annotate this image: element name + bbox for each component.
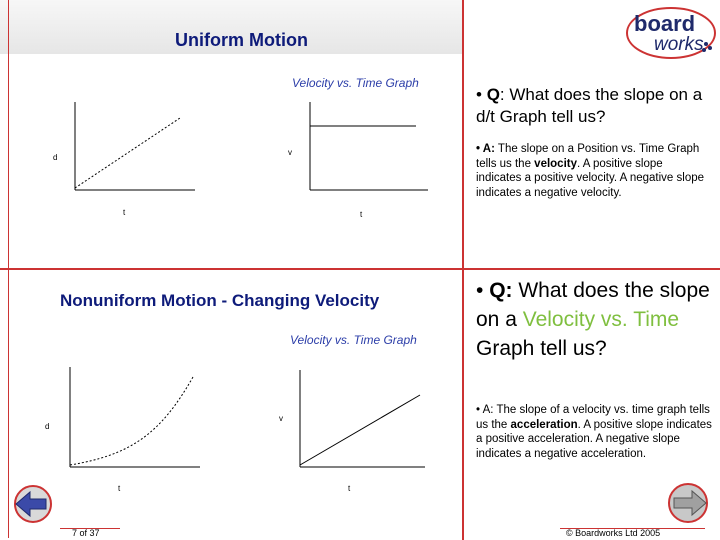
forward-arrow-icon (668, 483, 708, 523)
footer-rule-left (60, 528, 120, 529)
bottom-graph-caption: Velocity vs. Time Graph (290, 333, 417, 347)
slide-title: Uniform Motion (175, 30, 308, 50)
answer-2: • A: The slope of a velocity vs. time gr… (476, 404, 712, 460)
data-line (299, 394, 421, 466)
x-axis-label: t (123, 208, 126, 217)
graph-velocity-time-uniform: v t (288, 102, 428, 219)
graph-position-time-uniform: d t (53, 102, 195, 217)
y-axis-label: d (45, 422, 49, 431)
y-axis-label: d (53, 153, 57, 162)
data-line (74, 117, 181, 189)
title-band (0, 0, 462, 54)
section-title-nonuniform: Nonuniform Motion - Changing Velocity (60, 291, 380, 310)
horizontal-divider (0, 268, 720, 270)
answer-1: • A: The slope on a Position vs. Time Gr… (476, 143, 705, 199)
highlight-velocity-time: Velocity vs. Time (522, 308, 680, 331)
top-graph-caption: Velocity vs. Time Graph (292, 76, 419, 90)
question-1: • Q: What does the slope on a d/t Graph … (476, 85, 703, 126)
x-axis-label: t (348, 484, 351, 493)
y-axis-label: v (279, 414, 283, 423)
logo-text-works: works (654, 34, 704, 55)
graph-velocity-time-nonuniform: v t (279, 370, 425, 493)
back-arrow-icon (14, 485, 52, 523)
logo-text-board: board (634, 11, 695, 36)
copyright-text: © Boardworks Ltd 2005 (566, 528, 661, 538)
vertical-divider (462, 0, 464, 540)
x-axis-label: t (360, 210, 363, 219)
previous-slide-button[interactable] (8, 482, 58, 531)
x-axis-label: t (118, 484, 121, 493)
data-curve (69, 376, 194, 466)
question-2: • Q: What does the slope on a Velocity v… (476, 279, 710, 360)
graph-position-time-nonuniform: d t (45, 367, 200, 493)
next-slide-button[interactable] (662, 480, 714, 531)
y-axis-label: v (288, 148, 292, 157)
page-number: 7 of 37 (72, 528, 100, 538)
boardworks-logo: board works (624, 4, 718, 62)
footer-rule-right (560, 528, 705, 529)
